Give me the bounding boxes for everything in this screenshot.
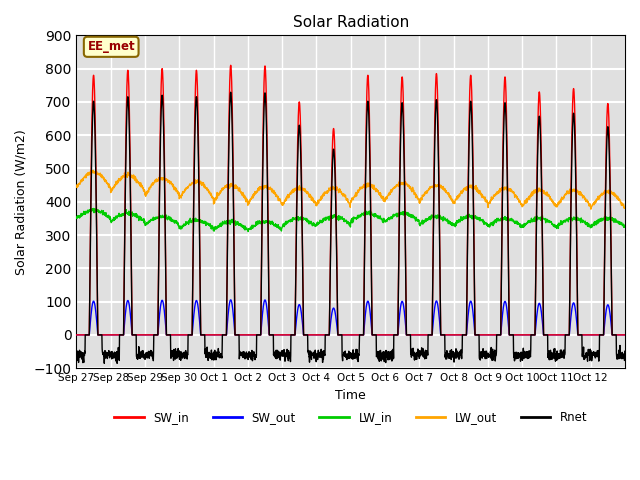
Legend: SW_in, SW_out, LW_in, LW_out, Rnet: SW_in, SW_out, LW_in, LW_out, Rnet — [109, 407, 592, 429]
Y-axis label: Solar Radiation (W/m2): Solar Radiation (W/m2) — [15, 129, 28, 275]
Title: Solar Radiation: Solar Radiation — [292, 15, 409, 30]
X-axis label: Time: Time — [335, 389, 366, 402]
Text: EE_met: EE_met — [88, 40, 135, 53]
